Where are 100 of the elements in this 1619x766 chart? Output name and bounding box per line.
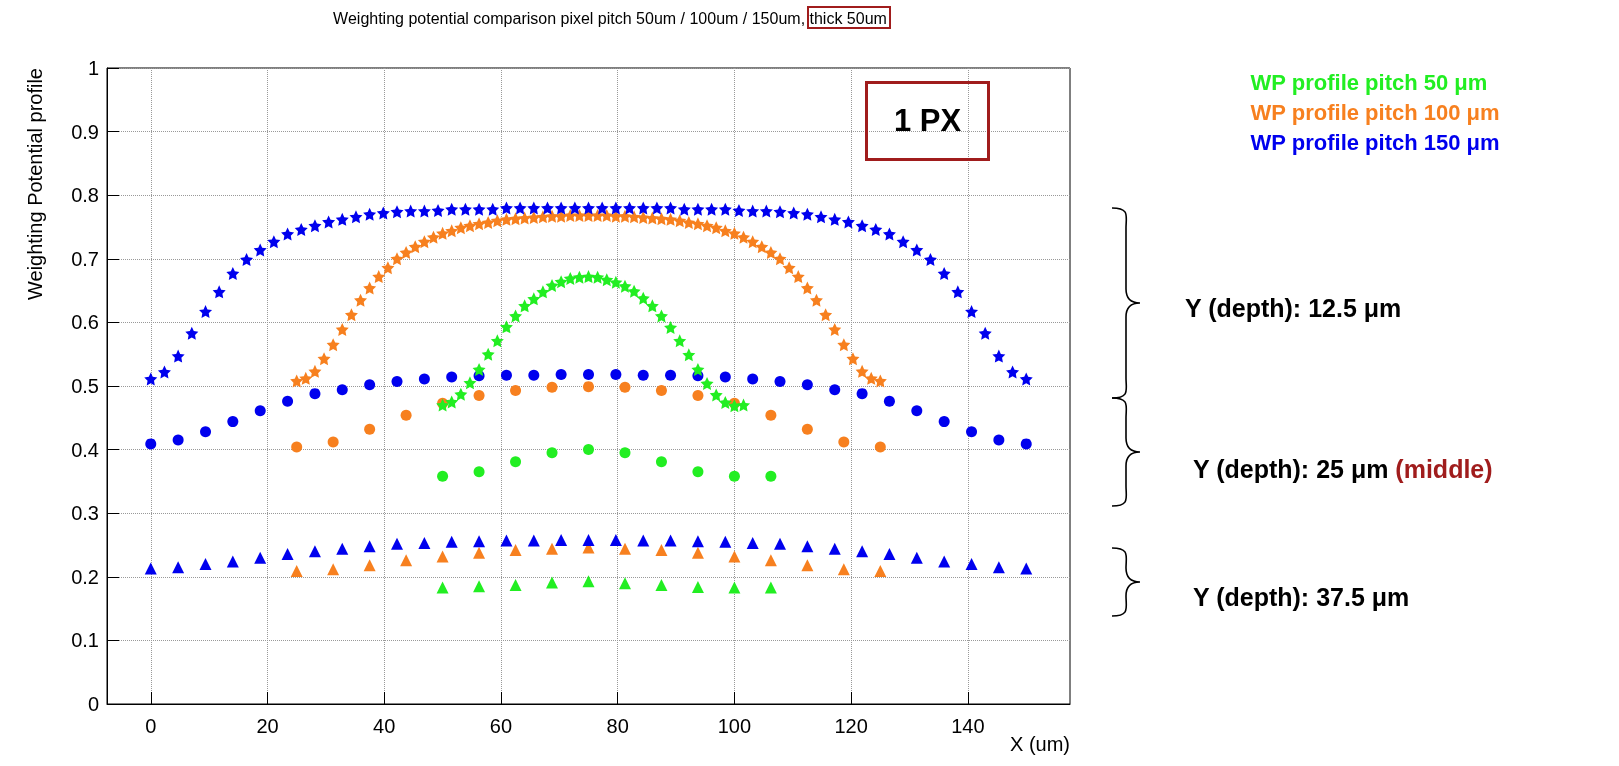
- point: [856, 388, 868, 400]
- point: [692, 466, 704, 478]
- point: [582, 533, 595, 546]
- point: [336, 542, 349, 555]
- point: [655, 544, 668, 557]
- point: [673, 334, 687, 348]
- point: [938, 416, 950, 428]
- point: [719, 371, 731, 383]
- point: [718, 396, 732, 410]
- point: [418, 373, 430, 385]
- point: [473, 466, 485, 478]
- point: [910, 551, 923, 564]
- point: [665, 369, 677, 381]
- point: [765, 409, 777, 421]
- point: [546, 381, 558, 393]
- point: [774, 376, 786, 388]
- point: [764, 581, 777, 594]
- point: [627, 284, 641, 298]
- point: [172, 434, 184, 446]
- point: [618, 279, 632, 293]
- point: [144, 562, 157, 575]
- point: [682, 348, 696, 362]
- point: [1020, 562, 1033, 575]
- point: [837, 563, 850, 576]
- point: [645, 299, 659, 313]
- point: [227, 416, 239, 428]
- point: [391, 376, 403, 388]
- point: [610, 369, 622, 381]
- y-tick-label: 0.6: [71, 311, 99, 334]
- point: [510, 384, 522, 396]
- point: [445, 395, 459, 409]
- point: [254, 551, 267, 564]
- point: [591, 270, 605, 284]
- point: [363, 559, 376, 572]
- point: [637, 534, 650, 547]
- point: [282, 395, 294, 407]
- point: [436, 581, 449, 594]
- y-tick-label: 0.3: [71, 502, 99, 525]
- text: Y (depth): 37.5 μm: [1193, 582, 1410, 612]
- point: [654, 309, 668, 323]
- point: [719, 535, 732, 548]
- point: [883, 547, 896, 560]
- point: [226, 555, 239, 568]
- point: [445, 535, 458, 548]
- point: [692, 390, 704, 402]
- point: [364, 379, 376, 391]
- point: [993, 434, 1005, 446]
- point: [418, 537, 431, 550]
- point: [336, 384, 348, 396]
- point: [436, 550, 449, 563]
- text: Y (depth): 12.5 μm: [1185, 293, 1402, 323]
- point: [637, 369, 649, 381]
- point: [801, 423, 813, 435]
- point: [509, 579, 522, 592]
- point: [545, 279, 559, 293]
- point: [499, 320, 513, 334]
- point: [473, 390, 485, 402]
- text: WP profile pitch 100 μm: [1250, 99, 1500, 125]
- point: [400, 409, 412, 421]
- point: [737, 398, 751, 412]
- point: [655, 456, 667, 468]
- point: [938, 555, 951, 568]
- point: [765, 470, 777, 482]
- y-tick-label: 0.5: [71, 375, 99, 397]
- point: [500, 369, 512, 381]
- point: [200, 426, 212, 438]
- y-tick-label: 0.2: [71, 565, 99, 588]
- point: [746, 537, 759, 550]
- point: [527, 534, 540, 547]
- point: [199, 558, 212, 571]
- point: [454, 387, 468, 401]
- point: [618, 577, 631, 590]
- point: [281, 547, 294, 560]
- point: [254, 405, 266, 417]
- point: [727, 399, 741, 413]
- point: [838, 436, 850, 448]
- x-tick-label: 140: [951, 715, 985, 737]
- point: [554, 275, 568, 289]
- chart-title: Weighting potential comparison pixel pitch 50um / 100um / 150um, thick 50um: [333, 10, 887, 28]
- x-tick-label: 80: [606, 715, 629, 737]
- point: [472, 362, 486, 376]
- y-tick-label: 0: [87, 693, 99, 715]
- point: [728, 581, 741, 594]
- text: Y (depth): 25 μm (middle): [1193, 454, 1493, 484]
- point: [510, 456, 522, 468]
- point: [883, 395, 895, 407]
- point: [655, 579, 668, 592]
- x-tick-label: 120: [834, 715, 868, 737]
- point: [364, 423, 376, 435]
- point: [966, 426, 978, 438]
- x-tick-label: 20: [256, 715, 279, 737]
- y-tick-label: 1: [87, 57, 99, 79]
- point: [582, 575, 595, 588]
- point: [911, 405, 923, 417]
- point: [509, 544, 522, 557]
- point: [655, 384, 667, 396]
- x-tick-label: 40: [373, 715, 396, 737]
- point: [828, 542, 841, 555]
- point: [446, 371, 458, 383]
- point: [619, 381, 631, 393]
